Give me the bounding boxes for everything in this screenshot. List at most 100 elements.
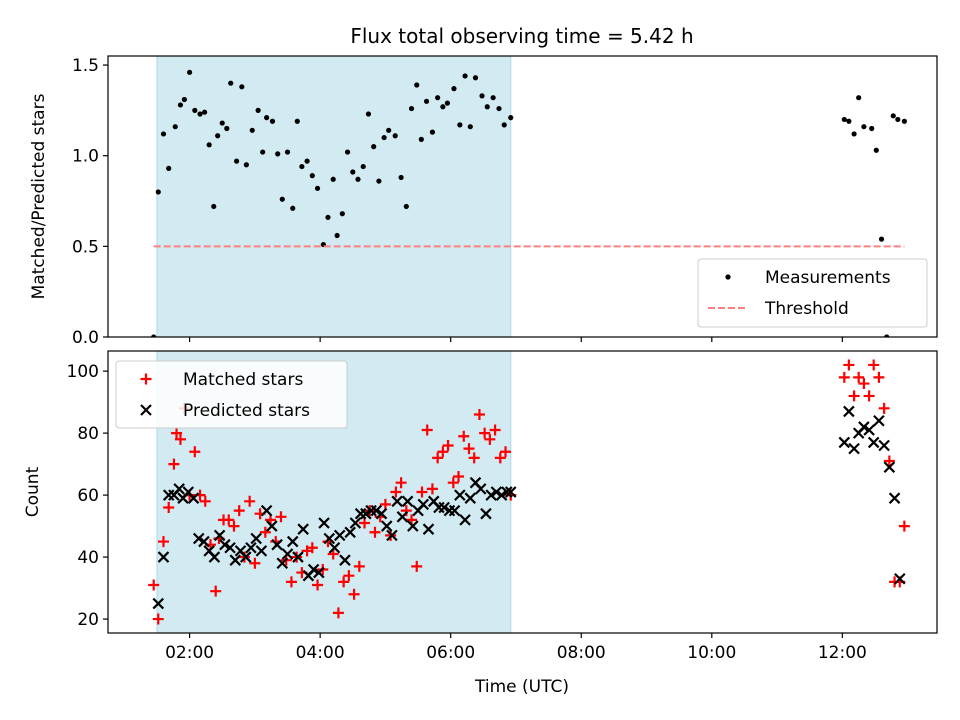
predicted-star-point (401, 495, 414, 508)
predicted-star-point (504, 486, 517, 498)
predicted-star-point (490, 486, 503, 498)
predicted-star-point (480, 507, 492, 520)
measurement-point (172, 124, 178, 130)
matched-star-point (199, 495, 211, 507)
matched-star-point (168, 458, 180, 470)
measurement-point (151, 334, 157, 337)
measurement-point (371, 144, 377, 150)
matched-star-point (163, 501, 175, 513)
predicted-star-point (894, 572, 906, 585)
measurement-point (423, 98, 430, 104)
predicted-star-point (474, 483, 487, 495)
measurement-point (462, 73, 468, 79)
matched-star-point (189, 446, 201, 458)
predicted-star-point (386, 529, 398, 542)
predicted-star-point (152, 597, 165, 610)
measurement-point (360, 163, 366, 170)
predicted-star-point (495, 489, 508, 501)
matched-star-point (863, 390, 875, 402)
measurement-point (873, 147, 879, 153)
legend-marker (140, 373, 152, 385)
x-axis-label: Time (UTC) (474, 677, 569, 697)
matched-star-point (171, 427, 183, 439)
data-marks (151, 69, 907, 337)
matched-star-point (157, 536, 169, 548)
y-tick-label: 0.0 (72, 328, 99, 348)
matched-star-point (484, 433, 496, 445)
flux-ratio-panel: 0.0 0.5 1.0 1.5 Matched/Predicted stars Measu… (29, 55, 938, 348)
measurement-point (496, 105, 502, 112)
measurement-point (861, 124, 867, 130)
y-tick-label: 60 (77, 486, 99, 506)
measurement-point (365, 111, 372, 117)
predicted-star-point (838, 436, 851, 449)
matched-star-point (868, 359, 880, 371)
matched-star-point (447, 477, 459, 489)
predicted-star-point (313, 566, 325, 579)
predicted-star-point (407, 520, 419, 532)
chart-title: Flux total observing time = 5.42 h (350, 24, 693, 48)
predicted-star-point (198, 535, 210, 548)
predicted-star-point (375, 507, 388, 520)
measurement-point (299, 163, 305, 170)
measurement-point (211, 203, 217, 210)
x-tick-label: 02:00 (165, 643, 214, 663)
predicted-star-point (883, 461, 896, 473)
measurement-point (202, 109, 208, 115)
axes-frame (107, 55, 938, 338)
measurement-point (275, 151, 281, 157)
predicted-star-point (501, 486, 513, 498)
predicted-star-point (464, 492, 477, 504)
y-tick-label: 100 (67, 362, 99, 382)
measurement-point (392, 133, 398, 139)
matched-star-point (228, 520, 240, 532)
matched-star-point (500, 446, 512, 458)
legend-label: Measurements (765, 268, 891, 288)
matched-star-point (343, 570, 355, 582)
measurement-point (284, 149, 291, 155)
predicted-star-point (224, 542, 236, 554)
predicted-star-point (255, 545, 268, 557)
predicted-star-point (219, 538, 231, 551)
measurement-point (890, 113, 896, 119)
measurement-point (457, 122, 463, 128)
legend-marker (140, 404, 152, 416)
x-tick-label: 12:00 (818, 643, 867, 663)
measurement-point (508, 115, 514, 121)
measurement-point (255, 107, 261, 113)
measurement-point (440, 104, 446, 110)
measurement-point (304, 158, 310, 164)
star-count-panel: 02:00 04:00 06:00 08:00 10:00 12:00 20 40 60 80 10… (23, 350, 938, 663)
measurement-point (260, 149, 266, 155)
predicted-star-point (307, 563, 320, 576)
measurement-point (895, 116, 901, 123)
measurement-point (181, 96, 187, 103)
predicted-star-point (239, 551, 252, 563)
matched-star-point (369, 526, 381, 538)
predicted-star-point (333, 529, 346, 542)
predicted-star-point (229, 554, 242, 566)
matched-star-point (338, 576, 350, 588)
series-matched-stars (148, 359, 910, 625)
predicted-star-point (281, 548, 294, 560)
measurement-point (418, 136, 424, 142)
matched-star-point (421, 424, 433, 436)
measurement-point (344, 149, 351, 155)
predicted-star-point (438, 501, 450, 514)
matched-star-point (878, 402, 890, 414)
predicted-star-point (271, 538, 283, 551)
matched-star-point (858, 378, 870, 390)
measurement-point (160, 131, 167, 137)
measurement-point (429, 129, 436, 135)
matched-star-point (453, 471, 465, 483)
legend: Measurements Threshold (697, 258, 928, 328)
measurement-point (484, 104, 490, 110)
predicted-star-point (848, 442, 860, 455)
measurement-point (334, 232, 340, 239)
measurement-point (398, 174, 404, 181)
matched-star-point (442, 440, 454, 452)
measurement-point (501, 122, 507, 128)
matched-star-point (306, 542, 318, 554)
